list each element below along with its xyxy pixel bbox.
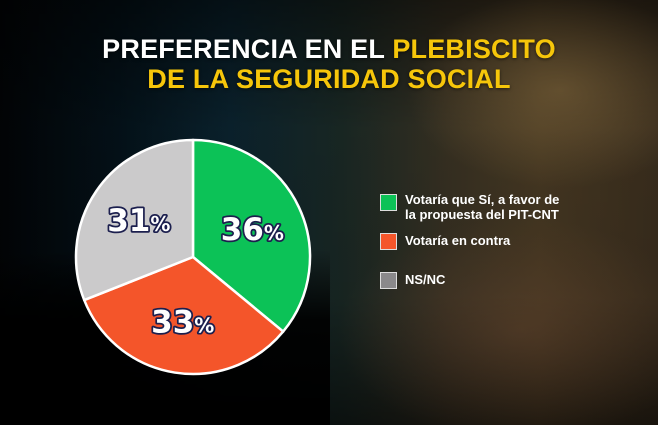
legend-label-nsnc: NS/NC	[405, 272, 446, 287]
legend-label-si-line2: la propuesta del PIT-CNT	[405, 207, 559, 222]
chart-title: PREFERENCIA EN EL PLEBISCITO DE LA SEGUR…	[0, 34, 658, 94]
legend-label-si-line1: Votaría que Sí, a favor de	[405, 192, 560, 207]
legend-swatch-green	[380, 194, 397, 211]
legend-swatch-orange	[380, 233, 397, 250]
pie-label-si: 36%	[221, 212, 284, 248]
pie-slice-si	[191, 138, 312, 333]
pie-slice-nsnc	[74, 138, 195, 302]
pie-label-nsnc: 31%	[107, 203, 170, 239]
pie-label-contra: 33%	[151, 305, 214, 341]
title-line1-white: PREFERENCIA EN EL	[102, 34, 393, 64]
legend-swatch-gray	[380, 272, 397, 289]
legend-item-contra: Votaría en contra	[380, 231, 510, 250]
title-line2: DE LA SEGURIDAD SOCIAL	[147, 64, 511, 94]
legend-label-contra: Votaría en contra	[405, 233, 511, 248]
pie-slice-contra	[82, 255, 285, 376]
legend-item-si: Votaría que Sí, a favor de la propuesta …	[380, 192, 559, 222]
title-line1-highlight: PLEBISCITO	[392, 34, 556, 64]
legend-item-nsnc: NS/NC	[380, 270, 445, 289]
